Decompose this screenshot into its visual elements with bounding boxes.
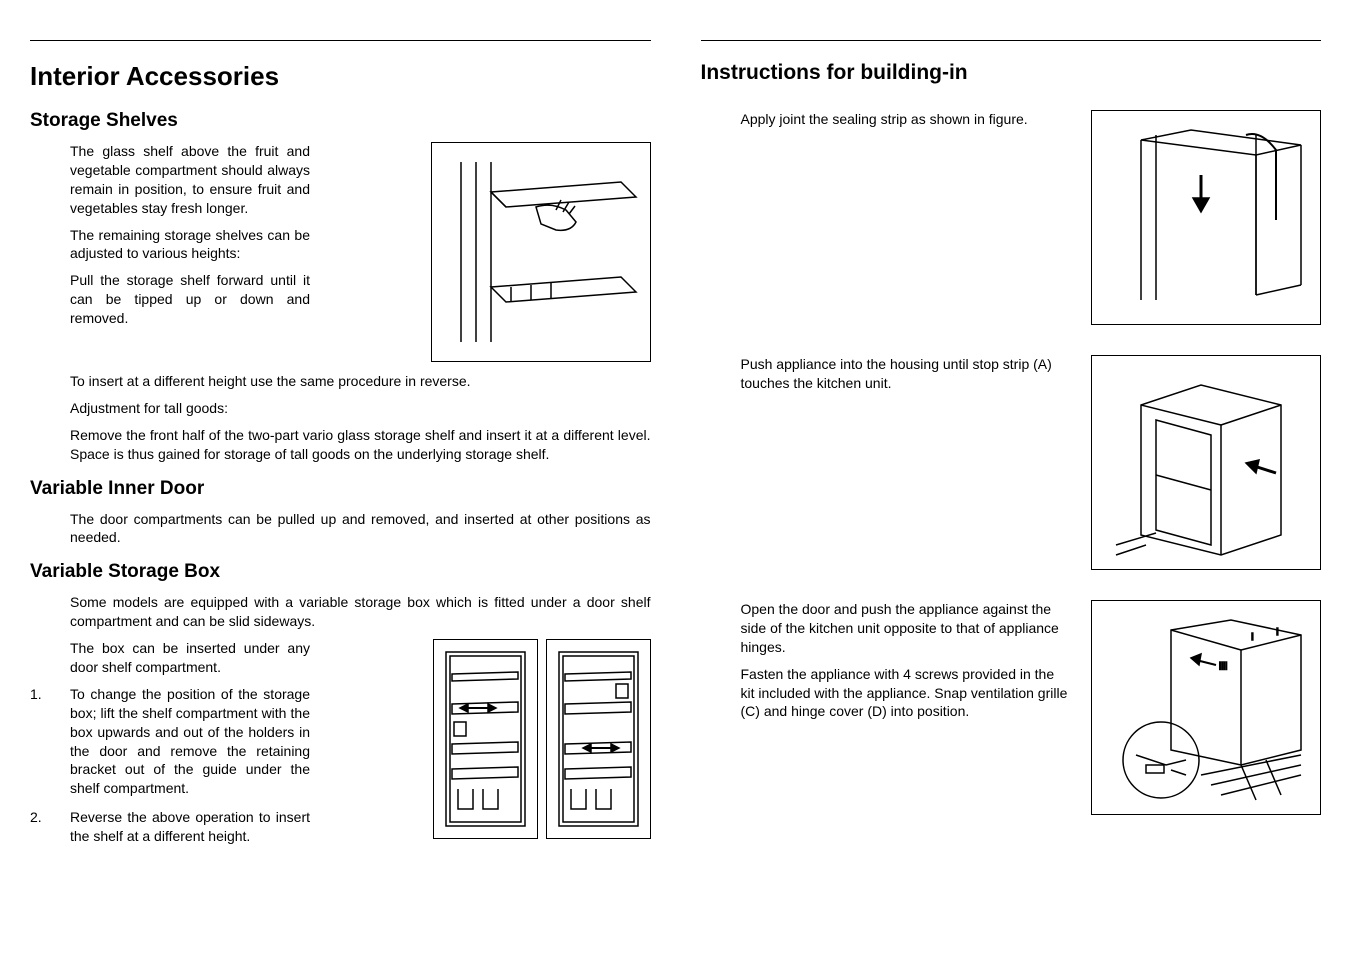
storage-box-p1: Some models are equipped with a variable… bbox=[70, 593, 651, 631]
storage-box-item1: 1. To change the position of the storage… bbox=[30, 685, 651, 798]
step1-text: Apply joint the sealing strip as shown i… bbox=[741, 110, 1072, 129]
inner-door-heading: Variable Inner Door bbox=[30, 478, 651, 500]
storage-box-section: Variable Storage Box Some models are equ… bbox=[30, 561, 651, 846]
storage-p5: Adjustment for tall goods: bbox=[70, 399, 651, 418]
storage-shelves-heading: Storage Shelves bbox=[30, 110, 651, 132]
figure-fasten-screws: I I |||| bbox=[1091, 600, 1321, 815]
svg-text:I: I bbox=[1276, 627, 1279, 638]
svg-text:I: I bbox=[1251, 632, 1254, 643]
svg-text:||||: |||| bbox=[1219, 661, 1227, 670]
storage-shelves-section: Storage Shelves The glass sh bbox=[30, 110, 651, 464]
storage-p3: Pull the storage shelf forward until it … bbox=[70, 271, 310, 328]
building-step1: Apply joint the sealing strip as shown i… bbox=[701, 110, 1322, 325]
step3a-text: Open the door and push the appliance aga… bbox=[741, 600, 1072, 657]
storage-box-item2: 2. Reverse the above operation to insert… bbox=[30, 808, 651, 846]
inner-door-p1: The door compartments can be pulled up a… bbox=[70, 510, 651, 548]
figure-storage-shelves bbox=[431, 142, 651, 362]
storage-p6: Remove the front half of the two-part va… bbox=[70, 426, 651, 464]
item2-number: 2. bbox=[30, 808, 42, 827]
storage-box-list: 1. To change the position of the storage… bbox=[30, 685, 651, 846]
push-appliance-illustration bbox=[1101, 365, 1311, 560]
left-page: Interior Accessories Storage Shelves bbox=[30, 40, 651, 914]
building-step2: Push appliance into the housing until st… bbox=[701, 355, 1322, 570]
step2-text: Push appliance into the housing until st… bbox=[741, 355, 1072, 393]
page-title-left: Interior Accessories bbox=[30, 61, 651, 92]
shelves-illustration bbox=[441, 152, 641, 352]
building-step3: Open the door and push the appliance aga… bbox=[701, 600, 1322, 815]
storage-box-heading: Variable Storage Box bbox=[30, 561, 651, 583]
figure-push-appliance bbox=[1091, 355, 1321, 570]
fasten-illustration: I I |||| bbox=[1101, 610, 1311, 805]
storage-p2: The remaining storage shelves can be adj… bbox=[70, 226, 310, 264]
item1-text: To change the position of the storage bo… bbox=[70, 685, 310, 798]
page-title-right: Instructions for building-in bbox=[701, 61, 1322, 85]
step3b-text: Fasten the appliance with 4 screws provi… bbox=[741, 665, 1072, 722]
inner-door-section: Variable Inner Door The door compartment… bbox=[30, 478, 651, 548]
item1-number: 1. bbox=[30, 685, 42, 704]
storage-p1: The glass shelf above the fruit and vege… bbox=[70, 142, 310, 218]
right-page: Instructions for building-in Apply joint… bbox=[701, 40, 1322, 914]
figure-sealing-strip bbox=[1091, 110, 1321, 325]
item2-text: Reverse the above operation to insert th… bbox=[70, 808, 310, 846]
storage-p4: To insert at a different height use the … bbox=[70, 372, 651, 391]
sealing-strip-illustration bbox=[1101, 120, 1311, 315]
storage-box-p2: The box can be inserted under any door s… bbox=[70, 639, 310, 677]
